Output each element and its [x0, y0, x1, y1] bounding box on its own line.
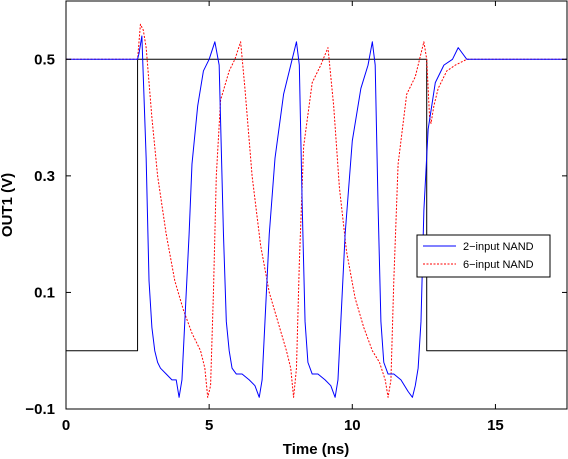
- y-tick-label: 0.1: [34, 284, 55, 301]
- x-tick-label: 10: [344, 417, 361, 434]
- x-axis-label: Time (ns): [283, 441, 349, 458]
- series-line-input-pulse: [66, 58, 567, 352]
- plot-frame: [65, 0, 568, 410]
- legend-label-2-input-nand: 2−input NAND: [463, 241, 534, 253]
- series-line-6-input-nand: [66, 23, 567, 398]
- x-tick-label: 5: [205, 417, 213, 434]
- series-line-2-input-nand: [66, 35, 567, 398]
- y-axis-label: OUT1 (V): [0, 173, 16, 237]
- x-axis: 0 5 10 15: [62, 1, 504, 434]
- x-tick-label: 15: [487, 417, 504, 434]
- y-tick-label: 0.3: [34, 168, 55, 185]
- y-axis: −0.1 0.1 0.3 0.5: [25, 51, 567, 418]
- y-tick-label: 0.5: [34, 51, 55, 68]
- y-tick-label: −0.1: [25, 401, 55, 418]
- legend: 2−input NAND 6−input NAND: [416, 234, 551, 278]
- legend-label-6-input-nand: 6−input NAND: [463, 259, 534, 271]
- x-tick-label: 0: [62, 417, 70, 434]
- legend-box: [416, 234, 551, 278]
- plot-area: [66, 23, 567, 398]
